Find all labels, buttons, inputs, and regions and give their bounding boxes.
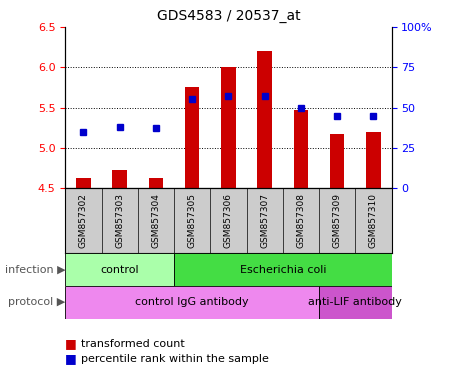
- Bar: [185, 86, 199, 188]
- Bar: [65, 253, 174, 286]
- Bar: [319, 286, 392, 319]
- Bar: [174, 253, 392, 286]
- Text: protocol ▶: protocol ▶: [8, 297, 65, 308]
- Text: anti-LIF antibody: anti-LIF antibody: [308, 297, 402, 308]
- Text: GSM857308: GSM857308: [297, 193, 306, 248]
- Bar: [257, 51, 272, 188]
- Bar: [65, 286, 319, 319]
- Text: GSM857307: GSM857307: [260, 193, 269, 248]
- Text: infection ▶: infection ▶: [4, 265, 65, 275]
- Bar: [148, 179, 163, 188]
- Text: control IgG antibody: control IgG antibody: [135, 297, 249, 308]
- Text: GSM857310: GSM857310: [369, 193, 378, 248]
- Text: GSM857305: GSM857305: [188, 193, 197, 248]
- Text: GSM857306: GSM857306: [224, 193, 233, 248]
- Bar: [221, 67, 236, 188]
- Text: GSM857309: GSM857309: [333, 193, 342, 248]
- Bar: [330, 134, 344, 188]
- Text: GSM857304: GSM857304: [151, 194, 160, 248]
- Text: transformed count: transformed count: [81, 339, 185, 349]
- Text: ■: ■: [65, 337, 77, 350]
- Bar: [112, 170, 127, 188]
- Text: Escherichia coli: Escherichia coli: [239, 265, 326, 275]
- Text: ■: ■: [65, 353, 77, 366]
- Bar: [293, 110, 308, 188]
- Title: GDS4583 / 20537_at: GDS4583 / 20537_at: [157, 9, 300, 23]
- Text: percentile rank within the sample: percentile rank within the sample: [81, 354, 269, 364]
- Bar: [366, 132, 381, 188]
- Text: GSM857303: GSM857303: [115, 193, 124, 248]
- Bar: [76, 178, 90, 188]
- Text: control: control: [100, 265, 139, 275]
- Text: GSM857302: GSM857302: [79, 194, 88, 248]
